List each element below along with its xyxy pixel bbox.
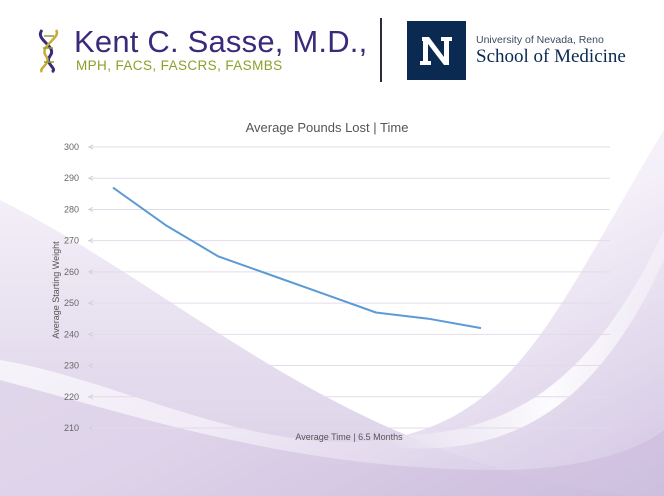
doctor-name: Kent C. Sasse, M.D., [74,24,368,59]
y-tick-label: 210 [64,423,79,433]
y-tick-label: 290 [64,173,79,183]
chart-title: Average Pounds Lost | Time [246,120,409,135]
series-line [112,186,482,330]
y-axis-label: Average Starting Weight [51,241,61,339]
tick-marker [87,394,94,400]
doctor-credentials: MPH, FACS, FASCRS, FASMBS [76,58,283,73]
y-tick-label: 270 [64,236,79,246]
tick-marker [87,269,94,275]
dna-logo-icon [38,29,59,74]
y-tick-label: 260 [64,267,79,277]
y-tick-label: 240 [64,329,79,339]
y-tick-label: 280 [64,204,79,214]
tick-marker [87,300,94,306]
university-name: University of Nevada, Reno [476,34,604,46]
tick-marker [87,144,94,150]
y-tick-label: 300 [64,142,79,152]
tick-marker [87,206,94,212]
y-tick-label: 250 [64,298,79,308]
tick-marker [87,238,94,244]
tick-marker [87,363,94,369]
school-name: School of Medicine [476,46,626,67]
tick-marker [87,425,94,431]
y-axis-ticks: 300 290 280 270 260 250 240 230 220 210 [64,142,79,433]
y-tick-label: 230 [64,361,79,371]
tick-marker [87,331,94,337]
chart-series [112,186,482,330]
header: Kent C. Sasse, M.D., MPH, FACS, FASCRS, … [0,0,664,100]
y-tick-label: 220 [64,392,79,402]
header-divider [380,18,382,82]
chart-grid [87,144,610,431]
unr-n-logo-icon [407,21,466,80]
tick-marker [87,175,94,181]
x-axis-label: Average Time | 6.5 Months [295,432,403,442]
